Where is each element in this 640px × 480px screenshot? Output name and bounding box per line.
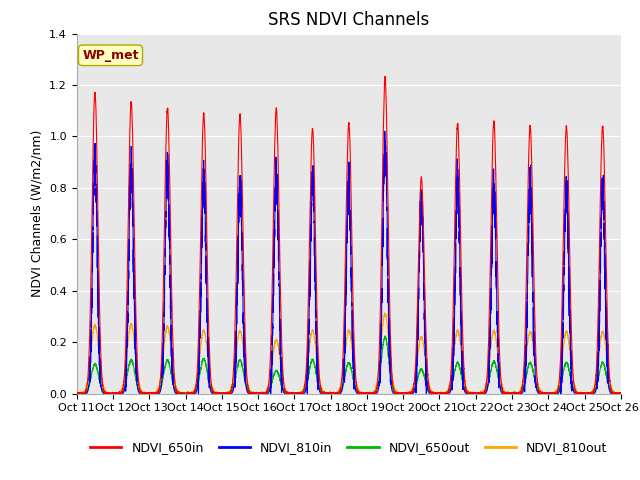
Text: WP_met: WP_met [82,49,139,62]
NDVI_810in [615,391,623,396]
NDVI_650in [424,373,431,379]
NDVI_650in [189,391,197,396]
NDVI_810out [276,360,284,366]
NDVI_810in [189,391,197,396]
Legend: NDVI_650in, NDVI_810in, NDVI_650out, NDVI_810out: NDVI_650in, NDVI_810in, NDVI_650out, NDV… [85,436,612,459]
NDVI_810out [381,310,389,316]
NDVI_650out [615,391,623,396]
Line: NDVI_650out: NDVI_650out [77,336,621,394]
NDVI_650in [184,391,191,396]
NDVI_650in [276,289,284,295]
NDVI_810in [195,391,202,396]
NDVI_810out [73,391,81,396]
Y-axis label: NDVI Channels (W/m2/nm): NDVI Channels (W/m2/nm) [31,130,44,297]
NDVI_650out [189,390,197,396]
NDVI_810out [615,391,623,396]
Line: NDVI_810in: NDVI_810in [77,131,621,394]
NDVI_650out [501,390,509,396]
NDVI_810in [381,128,388,134]
NDVI_810in [424,387,432,393]
NDVI_810out [424,376,431,382]
Title: SRS NDVI Channels: SRS NDVI Channels [268,11,429,29]
NDVI_810out [617,391,625,396]
NDVI_650out [424,386,431,392]
NDVI_650in [501,391,509,396]
NDVI_650in [381,74,389,80]
NDVI_650out [381,333,389,339]
NDVI_810in [617,391,625,396]
NDVI_810in [501,391,509,396]
NDVI_650out [73,391,81,396]
NDVI_810out [189,389,197,395]
NDVI_810in [73,391,81,396]
NDVI_650out [617,391,625,396]
NDVI_810out [184,391,191,396]
NDVI_810in [184,391,191,396]
NDVI_650out [276,378,284,384]
NDVI_650out [184,391,191,396]
NDVI_650in [73,391,81,396]
NDVI_810in [276,351,284,357]
NDVI_810out [501,389,509,395]
NDVI_650in [617,391,625,396]
Line: NDVI_650in: NDVI_650in [77,77,621,394]
NDVI_650in [615,391,623,396]
Line: NDVI_810out: NDVI_810out [77,313,621,394]
